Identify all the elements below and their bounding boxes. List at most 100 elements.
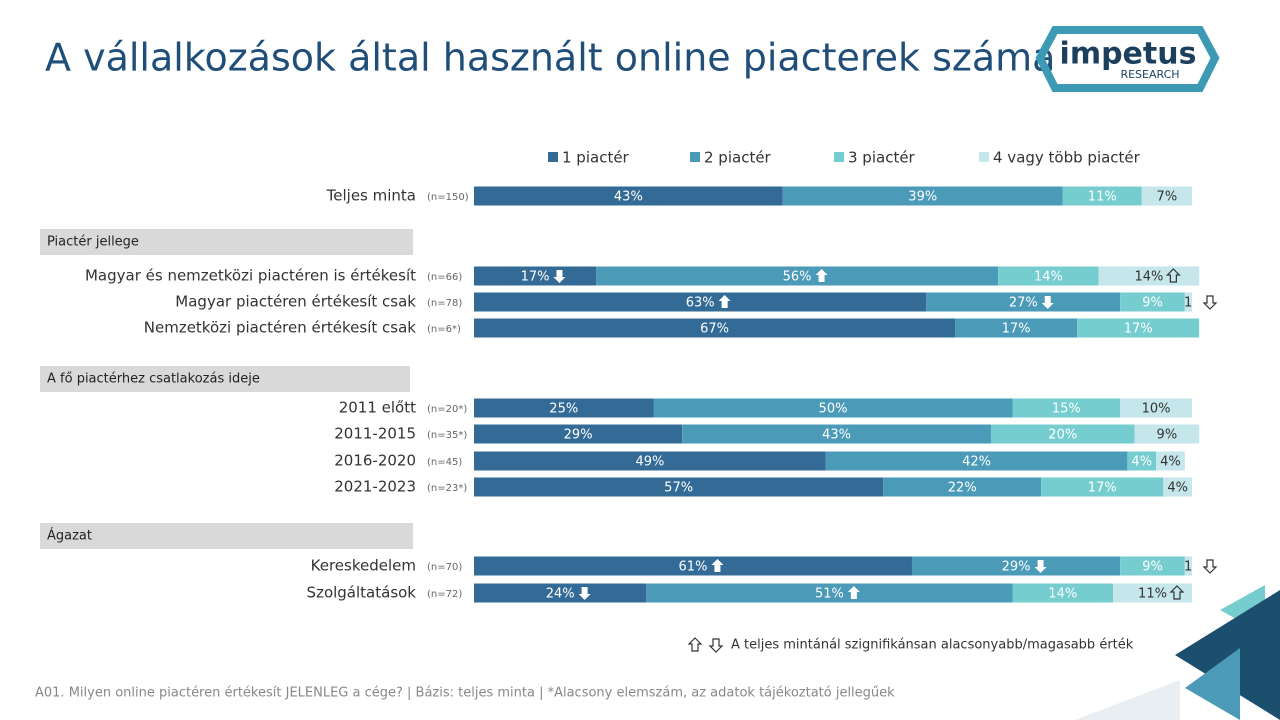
value-label: 49% <box>635 455 664 470</box>
bar-segment <box>474 451 826 471</box>
sample-size: (n=72) <box>427 589 462 600</box>
logo-frame <box>1035 26 1220 92</box>
section-band <box>40 523 413 549</box>
bar-segment <box>1077 318 1200 338</box>
value-label: 4% <box>1167 481 1188 496</box>
significance-arrow <box>718 295 731 308</box>
bar-segment <box>1120 292 1185 312</box>
value-label: 11% <box>1138 587 1167 602</box>
bar-segment <box>1134 424 1200 444</box>
value-label: 27% <box>1009 296 1038 311</box>
bar-segment <box>998 266 1099 286</box>
value-label: 10% <box>1142 402 1171 417</box>
bar-segment <box>474 186 783 206</box>
value-label: 22% <box>948 481 977 496</box>
bar-segment <box>883 477 1042 497</box>
value-label: 14% <box>1134 270 1163 285</box>
bar-segment <box>1163 477 1192 497</box>
value-label: 7% <box>1157 190 1178 205</box>
value-label: 42% <box>962 455 991 470</box>
sample-size: (n=35*) <box>427 430 467 441</box>
section-label: A fő piactérhez csatlakozás ideje <box>47 372 260 387</box>
value-label: 29% <box>1002 560 1031 575</box>
value-label: 9% <box>1157 428 1178 443</box>
section-band <box>40 366 410 392</box>
bar-segment <box>1113 583 1192 603</box>
value-label: 50% <box>819 402 848 417</box>
category-label: Nemzetközi piactéren értékesít csak <box>144 319 417 337</box>
decoration <box>1075 585 1280 720</box>
sample-size: (n=150) <box>427 192 469 203</box>
legend-label: 3 piactér <box>848 149 916 167</box>
bar-segment <box>646 583 1013 603</box>
legend-label: 4 vagy több piactér <box>993 149 1141 167</box>
bar-segment <box>1120 556 1185 576</box>
value-label: 14% <box>1048 587 1077 602</box>
value-label: 11% <box>1088 190 1117 205</box>
sample-size: (n=66) <box>427 272 462 283</box>
value-label: 67% <box>700 322 729 337</box>
value-label: 17% <box>1002 322 1031 337</box>
plot: 1 piactér 2 piactér 3 piactér 4 vagy több p… <box>40 149 1218 653</box>
bar-segment <box>474 318 956 338</box>
category-label: 2016-2020 <box>334 452 416 470</box>
legend-swatch <box>834 152 844 162</box>
value-label: 15% <box>1052 402 1081 417</box>
category-label: 2011 előtt <box>339 399 416 417</box>
value-label: 14% <box>1034 270 1063 285</box>
bar-segment <box>1127 451 1157 471</box>
category-label: 2011-2015 <box>334 425 416 443</box>
value-label: 57% <box>664 481 693 496</box>
bar-segment <box>1041 477 1164 497</box>
legend-swatch <box>548 152 558 162</box>
bar-segment <box>1098 266 1200 286</box>
category-label: 2021-2023 <box>334 478 416 496</box>
value-label: 63% <box>686 296 715 311</box>
significance-arrow <box>847 586 860 599</box>
deco-triangle <box>1175 590 1280 720</box>
bar-segment <box>1184 556 1192 576</box>
value-label: 25% <box>549 402 578 417</box>
bar-segment <box>911 556 1121 576</box>
bar-segment <box>653 398 1013 418</box>
value-label: 29% <box>564 428 593 443</box>
bar-segment <box>782 186 1063 206</box>
sample-size: (n=6*) <box>427 324 461 335</box>
significance-arrow <box>1202 295 1218 310</box>
chart-title: A vállalkozások által használt online pi… <box>45 36 1055 80</box>
value-label: 43% <box>614 190 643 205</box>
section-band <box>40 229 413 255</box>
category-label: Teljes minta <box>326 187 416 205</box>
significance-arrow <box>553 270 566 283</box>
category-label: Szolgáltatások <box>307 584 417 602</box>
sample-size: (n=45) <box>427 457 462 468</box>
value-label: 61% <box>679 560 708 575</box>
significance-arrow <box>815 269 828 282</box>
category-label: Kereskedelem <box>311 557 416 575</box>
sample-size: (n=23*) <box>427 483 467 494</box>
section-label: Piactér jellege <box>47 235 139 250</box>
significance-arrow <box>1034 560 1047 573</box>
value-label: 1 <box>1184 296 1192 311</box>
value-label: 17% <box>1088 481 1117 496</box>
significance-arrow <box>711 559 724 572</box>
bar-segment <box>474 398 654 418</box>
legend-swatch <box>690 152 700 162</box>
bar-segment <box>1012 583 1114 603</box>
bar-segment <box>596 266 999 286</box>
legend-label: 1 piactér <box>562 149 630 167</box>
value-label: 20% <box>1048 428 1077 443</box>
value-label: 4% <box>1131 455 1152 470</box>
value-label: 17% <box>521 270 550 285</box>
value-label: 9% <box>1142 560 1163 575</box>
bar-segment <box>1156 451 1185 471</box>
bar-segment <box>926 292 1121 312</box>
category-label: Magyar és nemzetközi piactéren is értéke… <box>85 267 416 285</box>
bar-segment <box>955 318 1078 338</box>
value-label: 1 <box>1184 560 1192 575</box>
bar-segment <box>474 583 647 603</box>
deco-triangle <box>1185 648 1240 720</box>
significance-arrow <box>1041 296 1054 309</box>
bar-segment <box>825 451 1128 471</box>
